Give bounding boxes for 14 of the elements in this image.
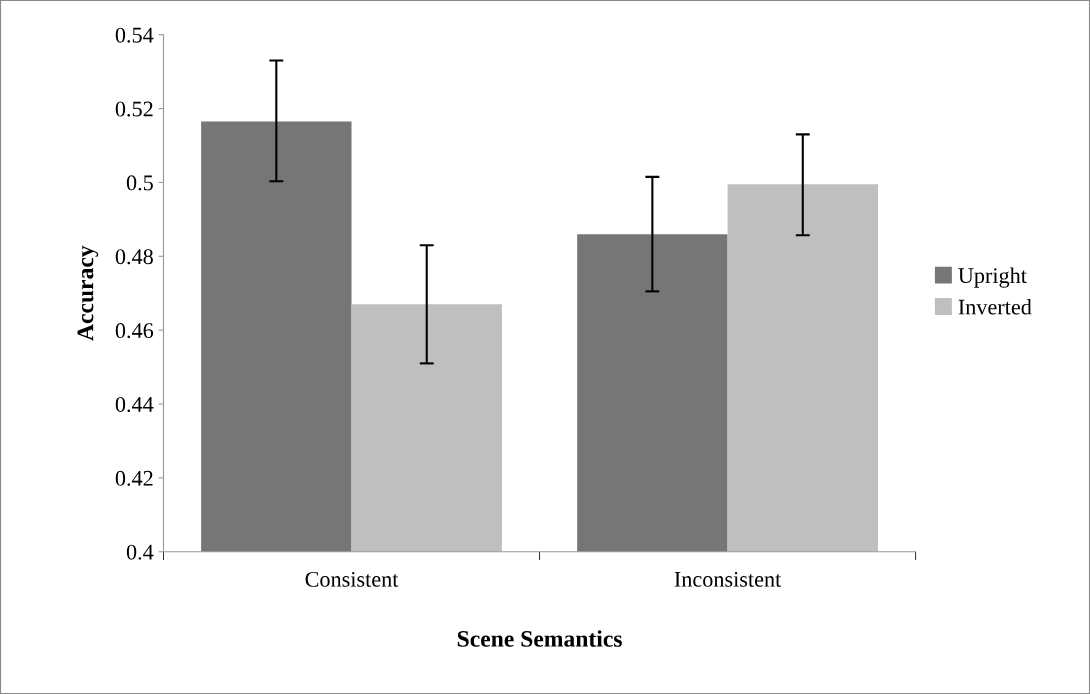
x-axis-title: Scene Semantics (457, 630, 622, 647)
y-tick-label: 0.42 (115, 470, 153, 486)
y-tick-label: 0.5 (126, 175, 153, 191)
y-tick-label: 0.44 (115, 396, 154, 413)
legend-label: Upright (958, 267, 1027, 288)
y-tick-label: 0.48 (115, 249, 153, 265)
legend-label: Inverted (958, 298, 1032, 315)
y-tick-label: 0.46 (115, 323, 154, 339)
x-tick-label: Inconsistent (674, 571, 782, 587)
y-tick-label: 0.52 (115, 101, 153, 117)
y-tick-label: 0.54 (115, 27, 154, 43)
y-tick-label: 0.4 (126, 544, 154, 560)
y-axis-title: Accuracy (77, 245, 99, 341)
x-tick-label: Consistent (305, 571, 399, 587)
